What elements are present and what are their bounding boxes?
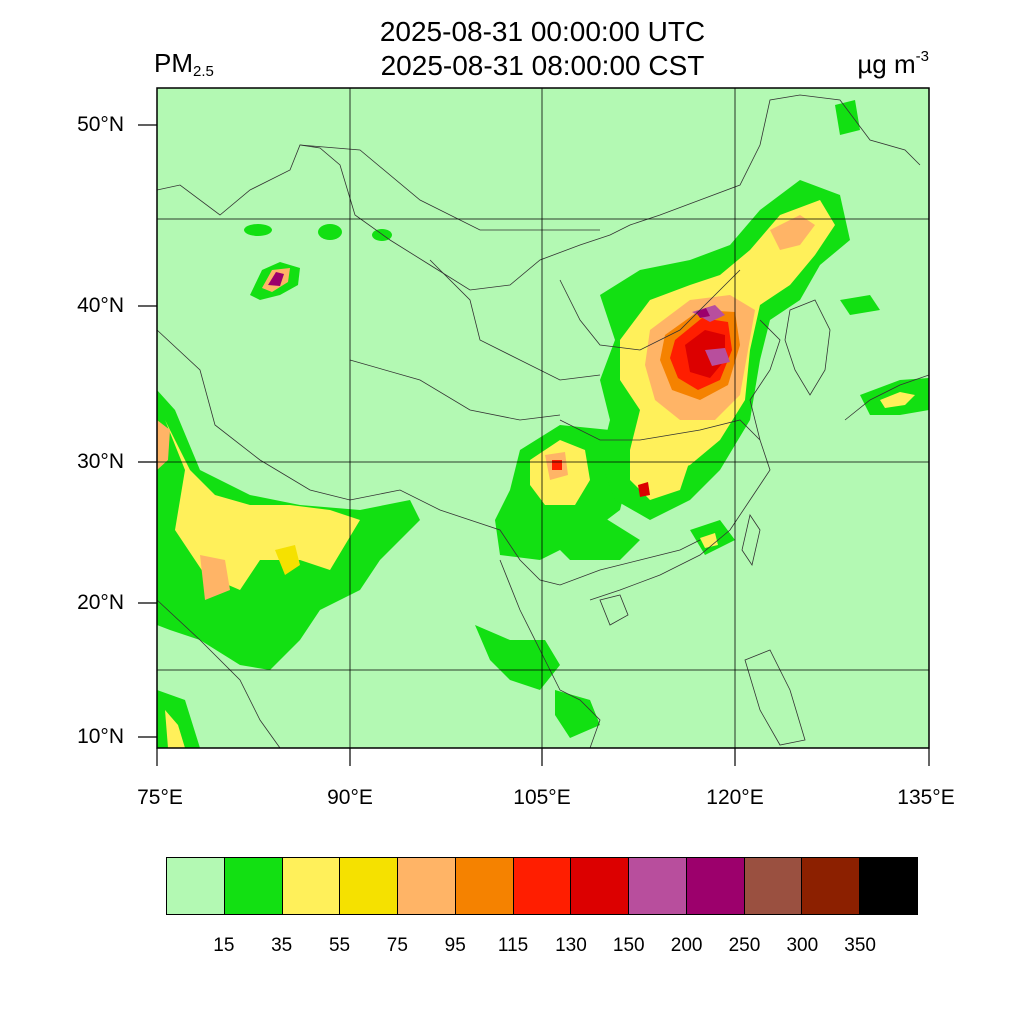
coastline-east bbox=[589, 319, 781, 601]
lat-label-20: 20°N bbox=[77, 591, 124, 614]
axis-ticks bbox=[138, 124, 930, 766]
field-manchuria-green bbox=[835, 100, 860, 135]
indochina-outline bbox=[499, 559, 601, 748]
colorbar-swatch bbox=[398, 858, 456, 914]
colorbar-tick-label: 130 bbox=[555, 935, 587, 956]
unit-label: µg m-3 bbox=[857, 48, 929, 80]
province-line-a bbox=[349, 359, 561, 421]
colorbar-tick-label: 300 bbox=[786, 935, 819, 956]
taiwan-outline bbox=[741, 514, 761, 566]
colorbar-swatch bbox=[282, 858, 341, 914]
colorbar-swatch bbox=[629, 858, 687, 914]
colorbar-tick-label: 55 bbox=[328, 935, 351, 956]
field-indochina-green-a bbox=[475, 625, 560, 690]
field-indochina-green-b bbox=[555, 690, 600, 738]
field-south-asia-orange bbox=[200, 555, 230, 600]
title-utc: 2025-08-31 00:00:00 UTC bbox=[379, 16, 706, 47]
lat-label-30: 30°N bbox=[77, 450, 124, 473]
variable-name: PM bbox=[154, 48, 193, 78]
variable-label: PM2.5 bbox=[154, 48, 214, 80]
field-northeast-orange bbox=[770, 215, 815, 250]
colorbar-swatch bbox=[167, 858, 225, 914]
colorbar-tick-label: 15 bbox=[213, 935, 235, 956]
concentration-fields bbox=[157, 100, 929, 748]
colorbar-tick-label: 350 bbox=[844, 935, 876, 956]
colorbar-tick-label: 250 bbox=[728, 935, 761, 956]
colorbar-swatch bbox=[224, 858, 283, 914]
hainan-outline bbox=[599, 594, 629, 626]
map-frame bbox=[156, 87, 930, 749]
colorbar-tick-label: 95 bbox=[444, 935, 466, 956]
field-central-red bbox=[638, 482, 650, 497]
korea-outline bbox=[784, 299, 831, 396]
china-border bbox=[157, 94, 921, 291]
tibet-border bbox=[157, 329, 701, 586]
field-spot-c bbox=[244, 224, 272, 236]
philippines-outline bbox=[744, 649, 806, 746]
lat-label-10: 10°N bbox=[77, 725, 124, 748]
province-line-b bbox=[429, 259, 601, 381]
field-south-asia-gold bbox=[275, 545, 300, 575]
field-ncp-darkred bbox=[685, 330, 725, 378]
field-japan-yellow bbox=[880, 392, 915, 408]
colorbar-swatch bbox=[860, 858, 917, 914]
field-spot-a bbox=[318, 224, 342, 240]
colorbar-swatch bbox=[455, 858, 514, 914]
lon-label-90: 90°E bbox=[327, 786, 373, 809]
colorbar-swatch bbox=[802, 858, 861, 914]
lon-label-75: 75°E bbox=[137, 786, 183, 809]
colorbar-swatch bbox=[571, 858, 630, 914]
india-coast bbox=[157, 599, 281, 748]
field-west-edge-orange bbox=[157, 420, 170, 470]
lon-label-120: 120°E bbox=[706, 786, 764, 809]
colorbar-tick-label: 35 bbox=[271, 935, 293, 956]
lon-label-135: 135°E bbox=[897, 786, 955, 809]
lat-label-50: 50°N bbox=[77, 113, 124, 136]
province-line-c bbox=[559, 269, 741, 351]
colorbar-tick-label: 200 bbox=[670, 935, 703, 956]
field-xinjiang-purple bbox=[268, 272, 284, 286]
grid-lines bbox=[157, 88, 929, 748]
field-indochina-green-c bbox=[540, 515, 640, 560]
colorbar-tick-label: 75 bbox=[386, 935, 408, 956]
colorbar bbox=[166, 857, 918, 915]
colorbar-swatch bbox=[744, 858, 803, 914]
japan-outline bbox=[844, 374, 929, 421]
field-south-tip-yellow bbox=[165, 710, 185, 748]
lon-label-105: 105°E bbox=[513, 786, 571, 809]
field-sichuan-red bbox=[552, 460, 562, 470]
colorbar-tick-label: 115 bbox=[497, 935, 529, 956]
colorbar-tick-label: 150 bbox=[612, 935, 645, 956]
colorbar-swatch bbox=[340, 858, 399, 914]
province-line-d bbox=[559, 419, 761, 441]
variable-subscript: 2.5 bbox=[193, 63, 214, 80]
field-south-asia-yellow bbox=[165, 420, 360, 590]
unit-superscript: -3 bbox=[915, 48, 929, 65]
unit-text: µg m bbox=[857, 49, 916, 79]
colorbar-swatch bbox=[513, 858, 572, 914]
field-ncp-purple bbox=[696, 308, 710, 318]
field-ncp-magenta-center bbox=[705, 348, 730, 366]
title-cst: 2025-08-31 08:00:00 CST bbox=[380, 50, 705, 81]
colorbar-swatch bbox=[686, 858, 745, 914]
lat-label-40: 40°N bbox=[77, 294, 124, 317]
field-japan-north-green bbox=[840, 295, 880, 315]
